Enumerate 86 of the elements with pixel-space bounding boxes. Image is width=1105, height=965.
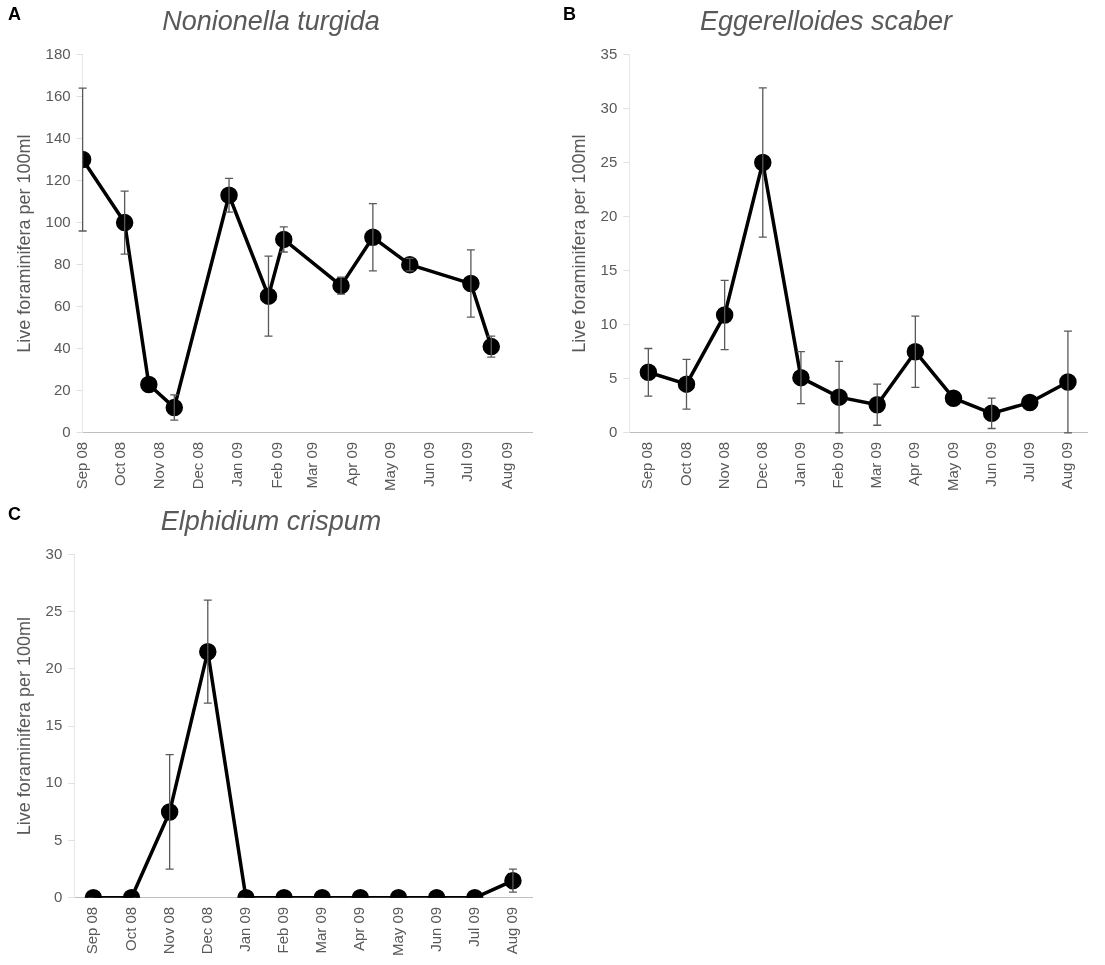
y-tick-label: 20 xyxy=(600,206,618,224)
point xyxy=(677,375,696,393)
x-tick-label: Sep 08 xyxy=(638,441,656,490)
x-tick-label: Jun 09 xyxy=(981,441,999,487)
x-tick-label: Dec 08 xyxy=(752,441,770,490)
x-tick-label: Jul 09 xyxy=(1019,441,1037,482)
point xyxy=(401,255,419,274)
x-tick-label: Aug 09 xyxy=(1058,441,1076,490)
x-tick-label: Aug 09 xyxy=(503,906,521,955)
x-tick-label: Feb 09 xyxy=(267,441,285,489)
x-tick-label: Jun 09 xyxy=(426,906,444,952)
y-tick-label: 25 xyxy=(600,152,618,170)
x-tick-label: Jan 09 xyxy=(791,441,809,487)
x-tick-label: Oct 08 xyxy=(676,441,694,486)
y-tick-label: 5 xyxy=(608,368,618,386)
y-tick-label: 5 xyxy=(53,830,63,848)
y-tick-label: 25 xyxy=(45,601,63,619)
y-axis-title: Live foraminifera per 100ml xyxy=(13,134,34,353)
y-tick-label: 10 xyxy=(45,773,63,791)
x-tick-label: Aug 09 xyxy=(497,441,515,490)
y-tick-label: 0 xyxy=(53,887,63,905)
x-tick-label: Nov 08 xyxy=(714,441,732,490)
x-tick-label: Oct 08 xyxy=(110,441,128,486)
y-tick-label: 30 xyxy=(600,98,618,116)
y-tick-label: 15 xyxy=(600,260,618,278)
x-tick-label: Apr 09 xyxy=(350,906,368,952)
x-tick-label: Mar 09 xyxy=(867,441,885,489)
y-tick-label: 80 xyxy=(53,254,71,272)
x-tick-label: Oct 08 xyxy=(121,906,139,951)
y-tick-label: 0 xyxy=(62,422,71,440)
x-tick-label: Jun 09 xyxy=(420,441,438,487)
chart-title: Elphidium crispum xyxy=(160,505,382,536)
point xyxy=(868,395,886,414)
y-tick-label: 20 xyxy=(45,659,63,677)
chart-title: Nonionella turgida xyxy=(162,5,380,36)
point xyxy=(1021,393,1039,412)
y-tick-label: 160 xyxy=(45,86,71,104)
point xyxy=(165,398,184,417)
x-tick-label: Sep 08 xyxy=(72,441,90,490)
y-axis-title: Live foraminifera per 100ml xyxy=(568,134,589,353)
point xyxy=(115,213,134,232)
point xyxy=(259,287,278,305)
y-tick-label: 120 xyxy=(45,170,71,188)
x-tick-label: May 09 xyxy=(388,906,406,957)
y-tick-label: 60 xyxy=(53,296,71,314)
chart-title: Eggerelloides scaber xyxy=(699,5,954,36)
point xyxy=(754,153,772,172)
point xyxy=(639,363,658,382)
point xyxy=(944,389,963,407)
x-tick-label: Jan 09 xyxy=(228,441,246,487)
point xyxy=(482,337,501,356)
y-tick-label: 100 xyxy=(45,212,71,230)
y-tick-label: 40 xyxy=(53,338,71,356)
y-tick-label: 180 xyxy=(45,44,71,62)
text: C xyxy=(8,504,21,525)
y-tick-label: 0 xyxy=(608,422,618,440)
y-tick-label: 140 xyxy=(45,128,71,146)
x-tick-label: Sep 08 xyxy=(83,906,101,955)
y-tick-label: 10 xyxy=(600,314,618,332)
point xyxy=(715,306,734,324)
x-tick-label: Apr 09 xyxy=(342,441,360,487)
y-tick-label: 30 xyxy=(45,544,63,562)
x-tick-label: Dec 08 xyxy=(197,906,215,955)
point xyxy=(906,342,925,361)
x-tick-label: Feb 09 xyxy=(829,441,847,489)
y-tick-label: 35 xyxy=(600,44,618,62)
point xyxy=(140,375,158,394)
x-tick-label: Jul 09 xyxy=(464,906,482,947)
x-tick-label: Mar 09 xyxy=(303,441,321,489)
x-tick-label: Jan 09 xyxy=(236,906,254,952)
x-tick-label: May 09 xyxy=(943,441,961,492)
text: B xyxy=(563,4,576,25)
y-tick-label: 15 xyxy=(45,716,63,734)
x-tick-label: Jul 09 xyxy=(458,441,476,482)
x-tick-label: May 09 xyxy=(380,441,398,492)
x-tick-label: Nov 08 xyxy=(159,906,177,955)
x-tick-label: Nov 08 xyxy=(150,441,168,490)
text: A xyxy=(8,4,21,25)
y-axis-title: Live foraminifera per 100ml xyxy=(13,617,34,836)
y-tick-label: 20 xyxy=(53,380,71,398)
point xyxy=(275,230,293,249)
x-tick-label: Mar 09 xyxy=(312,906,330,954)
point xyxy=(982,404,1001,423)
x-tick-label: Dec 08 xyxy=(188,441,206,490)
x-tick-label: Apr 09 xyxy=(905,441,923,487)
x-tick-label: Feb 09 xyxy=(274,906,292,954)
